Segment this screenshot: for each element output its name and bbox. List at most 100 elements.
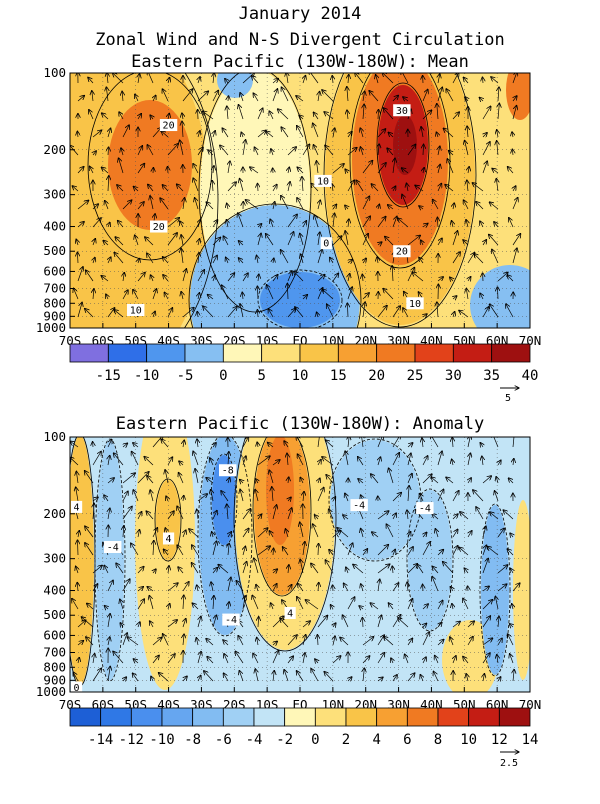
anomaly-colorbar: -14 -12 -10 -8 -6 -4 -2 0 2 4 6 8 10 12 14 [70,708,538,748]
colorbar-swatch [346,708,377,726]
colorbar-swatch [70,708,101,726]
colorbar-swatch [438,708,469,726]
colorbar-label: 20 [368,368,385,384]
colorbar-swatch [162,708,193,726]
colorbar-label: -12 [119,732,144,748]
colorbar-label: -15 [96,368,121,384]
colorbar-label: -2 [276,732,293,748]
contour-label: 10 [130,306,142,317]
colorbar-label: 8 [434,732,442,748]
y-tick-label: 400 [43,583,66,598]
colorbar-label: -5 [177,368,194,384]
y-tick-label: 700 [43,645,66,660]
contour-label: -8 [222,466,234,477]
contour-label: 20 [153,222,165,233]
colorbar-swatch [147,344,185,362]
figure-title: January 2014 [239,4,362,24]
anom-shade-neg-60n [481,505,509,675]
colorbar-label: 0 [219,368,227,384]
y-tick-label: 600 [43,263,66,278]
y-tick-label: 300 [43,551,66,566]
contour-label: 10 [409,299,421,310]
contour-label: 30 [396,106,408,117]
colorbar-label: 35 [483,368,500,384]
mean-shade-jet-core [393,115,417,175]
colorbar-label: 30 [445,368,462,384]
colorbar-swatch [377,344,415,362]
colorbar-label: 0 [311,732,319,748]
y-tick-label: 200 [43,142,66,157]
colorbar-label: 2 [342,732,350,748]
contour-label: -4 [225,615,237,626]
mean-panel-title: Eastern Pacific (130W-180W): Mean [131,52,469,72]
colorbar-label: -6 [215,732,232,748]
colorbar-label: 40 [522,368,539,384]
mean-vector-reference: 5 [500,388,519,404]
colorbar-label: 6 [403,732,411,748]
colorbar-label: -10 [134,368,159,384]
anom-shade-neg-20n [330,440,420,560]
figure-subtitle: Zonal Wind and N-S Divergent Circulation [95,30,504,50]
contour-label: 4 [166,534,172,545]
colorbar-swatch [315,708,346,726]
y-tick-label: 500 [43,607,66,622]
colorbar-swatch [254,708,285,726]
colorbar-swatch [223,708,254,726]
colorbar-label: 5 [257,368,265,384]
contour-label: -4 [107,542,119,553]
contour-label: -4 [419,504,431,515]
contour-label: 20 [396,247,408,258]
contour-label: -4 [353,501,365,512]
anom-shade-neg-60s [96,440,124,680]
colorbar-label: -10 [149,732,174,748]
colorbar-swatch [285,708,316,726]
colorbar-swatch [499,708,530,726]
anom-shade-pos-eq-core [266,435,294,545]
colorbar-swatch [492,344,530,362]
colorbar-label: 12 [491,732,508,748]
colorbar-label: -8 [184,732,201,748]
y-tick-label: 200 [43,506,66,521]
y-tick-label: 1000 [36,320,66,335]
colorbar-label: -14 [88,732,113,748]
y-tick-label: 300 [43,187,66,202]
colorbar-swatch [262,344,300,362]
contour-label: 4 [287,609,293,620]
y-tick-label: 500 [43,243,66,258]
contour-label: 10 [317,176,329,187]
y-tick-label: 600 [43,627,66,642]
mean-reference-label: 5 [505,393,511,404]
colorbar-swatch [415,344,453,362]
colorbar-label: 10 [292,368,309,384]
colorbar-label: -4 [246,732,263,748]
y-tick-label: 1000 [36,684,66,699]
colorbar-swatch [101,708,132,726]
colorbar-swatch [407,708,438,726]
contour-label: 0 [323,239,329,250]
colorbar-swatch [300,344,338,362]
y-tick-label: 700 [43,281,66,296]
y-tick-label: 100 [43,65,66,80]
colorbar-swatch [223,344,261,362]
y-tick-label: 400 [43,219,66,234]
colorbar-swatch [131,708,162,726]
contour-label: 4 [74,502,80,513]
colorbar-label: 14 [522,732,539,748]
colorbar-label: 10 [460,732,477,748]
colorbar-label: 4 [372,732,380,748]
colorbar-swatch [338,344,376,362]
anomaly-panel-title: Eastern Pacific (130W-180W): Anomaly [116,414,484,434]
contour-label: 20 [163,121,175,132]
anomaly-vector-reference: 2.5 [500,752,519,769]
colorbar-swatch [108,344,146,362]
colorbar-swatch [469,708,500,726]
y-tick-label: 100 [43,429,66,444]
colorbar-swatch [377,708,408,726]
anomaly-reference-label: 2.5 [500,758,518,769]
colorbar-swatch [193,708,224,726]
colorbar-swatch [185,344,223,362]
